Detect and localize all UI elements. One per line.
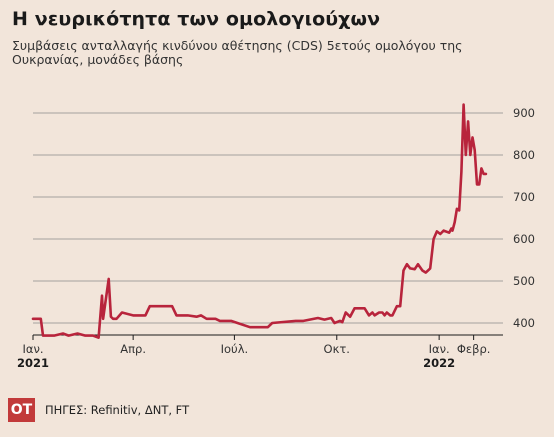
grid-lines bbox=[33, 112, 503, 324]
x-tick-label: Ιαν. bbox=[429, 342, 450, 356]
chart-title: Η νευρικότητα των ομολογιούχων bbox=[12, 8, 381, 30]
x-year-label: 2022 bbox=[423, 356, 455, 370]
y-axis-ticks: 400 500 600 700 800 900 bbox=[513, 106, 535, 330]
chart-subtitle: Συμβάσεις ανταλλαγής κινδύνου αθέτησης (… bbox=[12, 38, 463, 67]
x-tick-label: Ιαν. bbox=[22, 342, 43, 356]
x-year-label: 2021 bbox=[17, 356, 49, 370]
x-tick-label: Ιούλ. bbox=[221, 342, 249, 356]
y-tick-label: 500 bbox=[513, 274, 535, 288]
y-tick-label: 600 bbox=[513, 232, 535, 246]
y-tick-label: 800 bbox=[513, 148, 535, 162]
series-group bbox=[31, 103, 488, 340]
footer: OT ΠΗΓΕΣ: Refinitiv, ΔΝΤ, FT bbox=[8, 397, 189, 423]
x-tick-label: Οκτ. bbox=[324, 342, 350, 356]
y-tick-label: 900 bbox=[513, 106, 535, 120]
y-tick-label: 400 bbox=[513, 316, 535, 330]
publisher-logo: OT bbox=[8, 398, 35, 422]
y-tick-label: 700 bbox=[513, 190, 535, 204]
series-line bbox=[31, 103, 488, 340]
x-tick-label: Απρ. bbox=[120, 342, 146, 356]
sources-note: ΠΗΓΕΣ: Refinitiv, ΔΝΤ, FT bbox=[45, 403, 190, 417]
x-tick-label: Φεβρ. bbox=[457, 342, 491, 356]
